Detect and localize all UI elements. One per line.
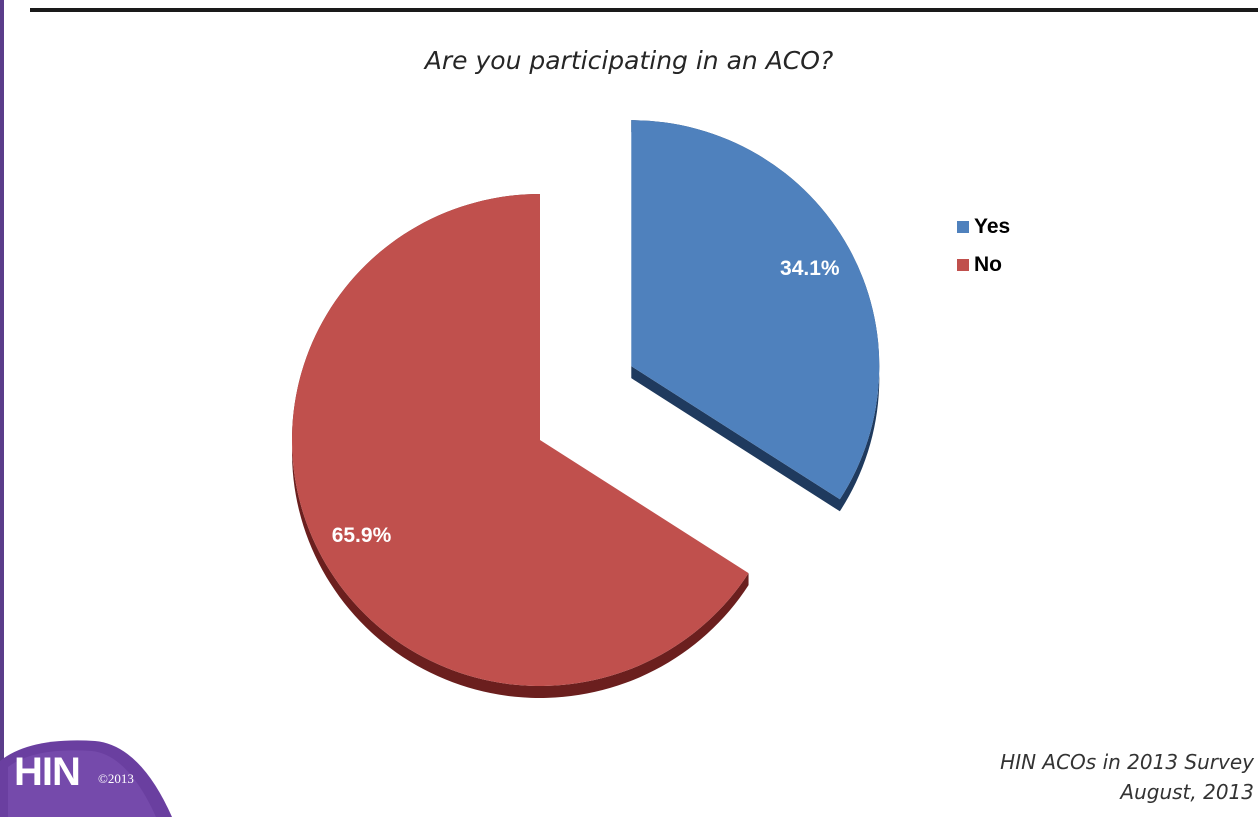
slide-frame-left-border <box>0 0 4 817</box>
pie-slice-no <box>291 194 749 687</box>
legend-swatch-yes <box>957 221 969 233</box>
survey-date: August, 2013 <box>1120 780 1254 804</box>
pie-slices <box>291 120 880 698</box>
survey-footer: HIN ACOs in 2013 Survey August, 2013 <box>1000 747 1254 807</box>
data-label-no: 65.9% <box>332 524 392 547</box>
hin-logo: HIN ©2013 <box>0 737 200 817</box>
pie-slice-side-yes <box>631 120 880 512</box>
chart-legend: Yes No <box>957 208 1077 284</box>
hin-logo-copyright: ©2013 <box>98 771 134 786</box>
chart-title: Are you participating in an ACO? <box>424 46 834 75</box>
pie-data-labels: 34.1% 65.9% <box>332 257 840 547</box>
legend-label-no: No <box>974 253 1002 276</box>
legend-item-no: No <box>957 246 1077 284</box>
legend-swatch-no <box>957 259 969 271</box>
pie-slice-yes <box>631 120 880 500</box>
data-label-yes: 34.1% <box>780 257 840 280</box>
legend-label-yes: Yes <box>974 215 1011 238</box>
hin-logo-text: HIN <box>14 750 81 794</box>
legend-item-yes: Yes <box>957 208 1077 246</box>
survey-name: HIN ACOs in 2013 Survey <box>1000 750 1254 774</box>
slide-top-rule <box>30 8 1258 12</box>
hin-logo-shape <box>0 740 172 817</box>
